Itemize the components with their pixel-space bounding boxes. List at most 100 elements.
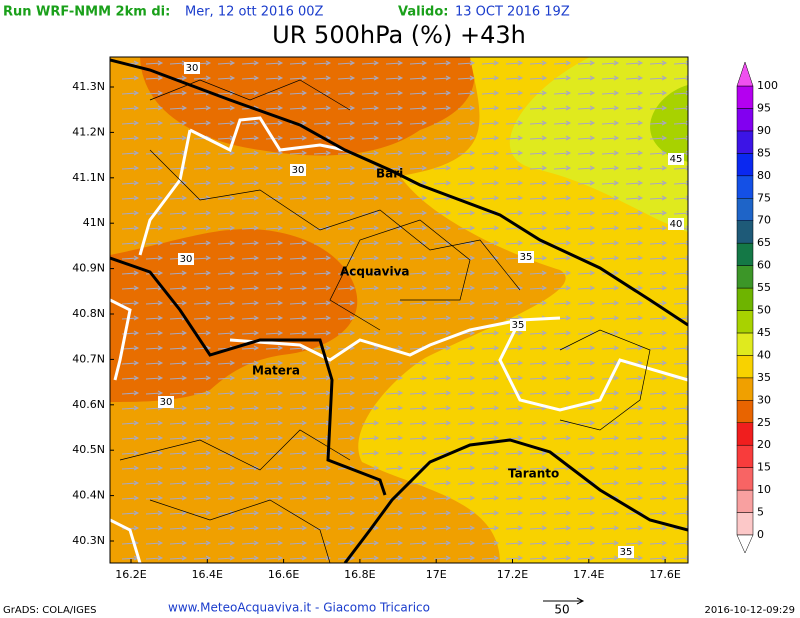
wind-arrow (289, 240, 308, 246)
wind-arrow (457, 555, 476, 561)
wind-arrow (601, 90, 620, 96)
wind-arrow (217, 270, 236, 276)
wind-arrow (601, 405, 620, 411)
wind-arrow (337, 300, 356, 306)
wind-arrow (625, 555, 644, 561)
wind-arrow (361, 330, 380, 336)
wind-arrow (193, 270, 212, 276)
wind-arrow (409, 360, 428, 366)
wind-arrow (457, 465, 476, 471)
wind-arrow (481, 300, 500, 306)
wind-arrow (553, 480, 572, 486)
wind-arrow (193, 120, 212, 126)
site-credit: www.MeteoAcquaviva.it - Giacomo Tricaric… (168, 601, 430, 615)
wind-arrow (433, 285, 452, 291)
wind-arrow (577, 195, 596, 201)
wind-arrow (433, 375, 452, 381)
wind-arrow (553, 180, 572, 186)
wind-arrow (289, 375, 308, 381)
wind-arrow (673, 270, 688, 276)
wind-arrow (649, 165, 668, 171)
wind-arrow (337, 105, 356, 111)
wind-arrow (241, 285, 260, 291)
wind-arrow (529, 510, 548, 516)
wind-arrow (313, 165, 332, 171)
colorbar-label: 20 (757, 438, 771, 451)
wind-arrow (265, 240, 284, 246)
wind-arrow (409, 195, 428, 201)
wind-arrow (649, 330, 668, 336)
municipal-borders (119, 79, 651, 563)
wind-arrow (457, 390, 476, 396)
wind-arrow (625, 165, 644, 171)
wind-arrow (265, 90, 284, 96)
wind-arrow (313, 555, 332, 561)
wind-arrow (433, 300, 452, 306)
wind-arrow (601, 180, 620, 186)
colorbar-band (736, 198, 754, 221)
wind-arrow (433, 60, 452, 66)
wind-arrow (265, 285, 284, 291)
wind-arrow (481, 330, 500, 336)
wind-arrow (577, 360, 596, 366)
wind-arrow (337, 540, 356, 546)
wind-arrow (481, 525, 500, 531)
wind-arrow (361, 315, 380, 321)
wind-arrow (625, 480, 644, 486)
wind-arrow (505, 60, 524, 66)
wind-arrow (553, 435, 572, 441)
wind-arrow (385, 240, 404, 246)
wind-arrow (649, 60, 668, 66)
contour-label-bg (668, 218, 684, 230)
wind-arrow (313, 510, 332, 516)
wind-arrow (145, 120, 164, 126)
wind-arrow (337, 120, 356, 126)
colorbar-label: 65 (757, 236, 771, 249)
wind-arrow (121, 285, 140, 291)
wind-arrow (529, 105, 548, 111)
wind-arrow (553, 375, 572, 381)
wind-arrow (265, 555, 284, 561)
wind-arrow (649, 315, 668, 321)
contour-label-bg (510, 319, 526, 331)
wind-arrow (121, 225, 140, 231)
wind-arrow (649, 345, 668, 351)
wind-arrow (529, 195, 548, 201)
wind-arrow (193, 240, 212, 246)
lon-label: 17.4E (573, 568, 604, 581)
wind-arrow (217, 195, 236, 201)
contour-label: 30 (292, 165, 305, 176)
wind-arrow (361, 285, 380, 291)
wind-arrow (553, 120, 572, 126)
wind-arrow (313, 195, 332, 201)
wind-arrow (217, 390, 236, 396)
wind-arrow (625, 105, 644, 111)
wind-arrow (481, 390, 500, 396)
wind-arrow (193, 495, 212, 501)
wind-arrow (457, 510, 476, 516)
wind-arrow (241, 480, 260, 486)
wind-arrow (241, 300, 260, 306)
wind-arrow (577, 105, 596, 111)
wind-arrow (577, 405, 596, 411)
wind-arrow (145, 480, 164, 486)
colorbar-over (736, 61, 754, 87)
wind-arrow (145, 315, 164, 321)
wind-arrow (361, 540, 380, 546)
wind-arrow (361, 135, 380, 141)
wind-arrow (169, 435, 188, 441)
wind-arrow (625, 195, 644, 201)
wind-arrow (409, 555, 428, 561)
wind-arrow (577, 285, 596, 291)
wind-arrow (385, 135, 404, 141)
wind-arrow (457, 270, 476, 276)
wind-arrow (265, 360, 284, 366)
wind-arrow (649, 465, 668, 471)
wind-arrow (385, 315, 404, 321)
wind-arrow (289, 435, 308, 441)
wind-arrow (217, 375, 236, 381)
colorbar-label: 55 (757, 281, 771, 294)
wind-arrow (289, 330, 308, 336)
wind-arrow (337, 480, 356, 486)
lat-label: 40.5N (72, 443, 105, 456)
